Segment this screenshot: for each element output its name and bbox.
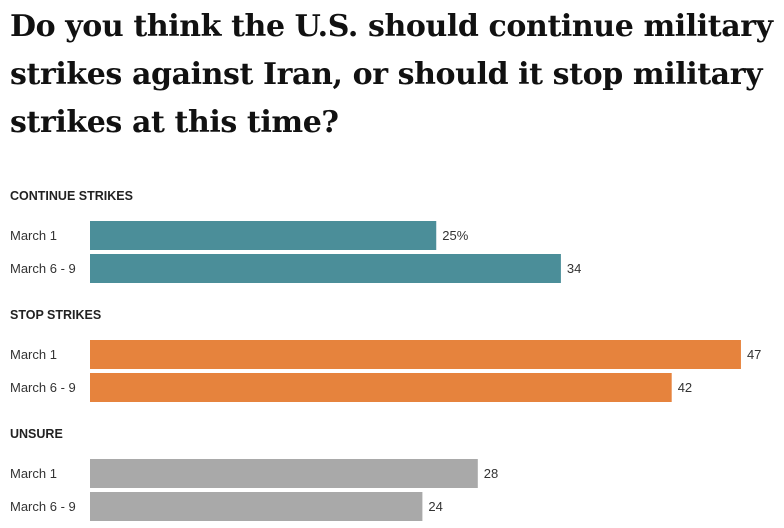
value-label-unsure-march-1: 28	[484, 466, 498, 481]
value-label-unsure-march-6-9: 24	[428, 499, 442, 514]
bar-stop-strikes-march-1	[90, 340, 741, 369]
group-title-continue-strikes: CONTINUE STRIKES	[10, 189, 133, 203]
row-label-march-1: March 1	[10, 347, 57, 362]
row-label-march-6-9: March 6 - 9	[10, 380, 76, 395]
bar-unsure-march-1	[90, 459, 478, 488]
row-label-march-6-9: March 6 - 9	[10, 261, 76, 276]
chart-title: Do you think the U.S. should continue mi…	[10, 9, 773, 140]
value-label-stop-strikes-march-6-9: 42	[678, 380, 692, 395]
group-title-stop-strikes: STOP STRIKES	[10, 308, 101, 322]
row-label-march-6-9: March 6 - 9	[10, 499, 76, 514]
bar-stop-strikes-march-6-9	[90, 373, 672, 402]
value-label-stop-strikes-march-1: 47	[747, 347, 761, 362]
bar-continue-strikes-march-1	[90, 221, 437, 250]
group-title-unsure: UNSURE	[10, 427, 63, 441]
row-label-march-1: March 1	[10, 466, 57, 481]
value-label-continue-strikes-march-1: 25%	[442, 228, 468, 243]
bar-continue-strikes-march-6-9	[90, 254, 561, 283]
row-label-march-1: March 1	[10, 228, 57, 243]
bar-unsure-march-6-9	[90, 492, 423, 521]
value-label-continue-strikes-march-6-9: 34	[567, 261, 581, 276]
